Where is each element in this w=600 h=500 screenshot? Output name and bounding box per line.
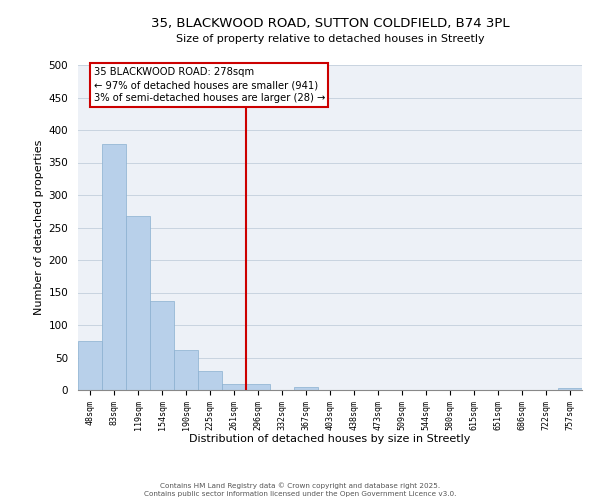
Bar [126,216,150,390]
Text: Contains HM Land Registry data © Crown copyright and database right 2025.: Contains HM Land Registry data © Crown c… [160,482,440,489]
Bar [174,350,198,390]
Bar [558,388,582,390]
Bar [150,301,174,390]
Bar [78,341,102,390]
Bar [294,388,318,390]
Bar [246,384,270,390]
Text: 35 BLACKWOOD ROAD: 278sqm
← 97% of detached houses are smaller (941)
3% of semi-: 35 BLACKWOOD ROAD: 278sqm ← 97% of detac… [94,67,325,104]
X-axis label: Distribution of detached houses by size in Streetly: Distribution of detached houses by size … [190,434,470,444]
Y-axis label: Number of detached properties: Number of detached properties [34,140,44,315]
Text: Contains public sector information licensed under the Open Government Licence v3: Contains public sector information licen… [144,491,456,497]
Text: Size of property relative to detached houses in Streetly: Size of property relative to detached ho… [176,34,484,44]
Bar [222,384,246,390]
Bar [198,371,222,390]
Text: 35, BLACKWOOD ROAD, SUTTON COLDFIELD, B74 3PL: 35, BLACKWOOD ROAD, SUTTON COLDFIELD, B7… [151,18,509,30]
Bar [102,144,126,390]
